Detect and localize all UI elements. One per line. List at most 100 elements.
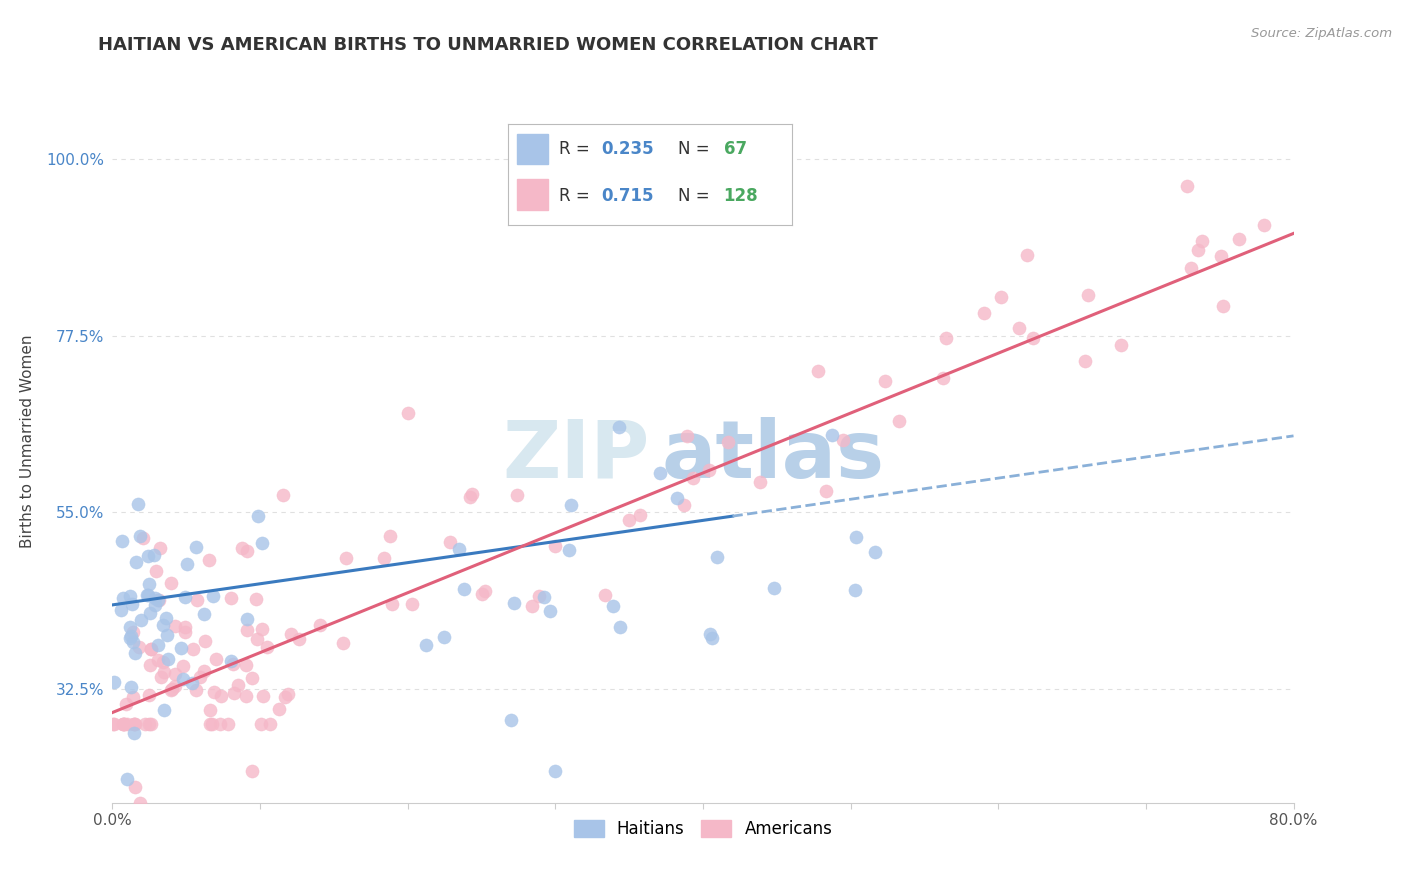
Point xyxy=(1227,232,1250,246)
Point xyxy=(125,555,148,569)
Point xyxy=(267,702,290,716)
Point xyxy=(112,591,135,606)
Point xyxy=(219,591,242,606)
Point xyxy=(544,764,567,779)
Point xyxy=(831,433,853,447)
Point xyxy=(1077,288,1099,302)
Point xyxy=(935,331,957,345)
Point xyxy=(396,406,419,420)
Point xyxy=(1074,353,1097,368)
Point xyxy=(474,584,496,599)
Point xyxy=(226,678,249,692)
Point xyxy=(138,577,160,591)
Point xyxy=(309,617,332,632)
Point xyxy=(186,592,208,607)
Point xyxy=(122,717,145,731)
Point xyxy=(287,632,309,646)
Point xyxy=(160,576,183,591)
Point xyxy=(246,632,269,646)
Point xyxy=(259,717,281,731)
Point xyxy=(280,627,302,641)
Point xyxy=(1187,243,1209,257)
Point xyxy=(103,675,125,690)
Point xyxy=(506,488,529,502)
Point xyxy=(1021,331,1043,345)
Point xyxy=(148,593,170,607)
Point xyxy=(129,529,152,543)
Point xyxy=(174,625,197,640)
Point xyxy=(250,717,273,731)
Point xyxy=(141,642,163,657)
Point xyxy=(256,640,278,655)
Point xyxy=(1175,179,1198,194)
Point xyxy=(143,599,166,613)
Point xyxy=(146,653,169,667)
Point xyxy=(121,635,143,649)
Point xyxy=(235,612,257,626)
Point xyxy=(222,657,245,671)
Point xyxy=(149,541,172,555)
Point xyxy=(236,544,259,558)
Point xyxy=(200,703,222,717)
Point xyxy=(682,471,704,485)
Point xyxy=(122,625,145,640)
Point xyxy=(609,420,631,434)
Point xyxy=(138,717,160,731)
Text: ZIP: ZIP xyxy=(502,417,650,495)
Point xyxy=(129,613,152,627)
Point xyxy=(673,498,696,512)
Point xyxy=(188,670,211,684)
Point xyxy=(115,772,138,787)
Point xyxy=(163,666,186,681)
Point xyxy=(222,685,245,699)
Point xyxy=(433,630,456,644)
Point xyxy=(163,619,186,633)
Point xyxy=(134,717,156,731)
Point xyxy=(124,646,146,660)
Point xyxy=(152,665,174,679)
Point xyxy=(274,690,297,705)
Point xyxy=(162,682,184,697)
Point xyxy=(533,590,555,604)
Point xyxy=(209,690,232,704)
Point xyxy=(120,631,142,645)
Point xyxy=(112,717,135,731)
Point xyxy=(205,651,228,665)
Point xyxy=(155,611,177,625)
Point xyxy=(121,690,143,704)
Point xyxy=(503,596,526,610)
Point xyxy=(138,607,160,621)
Point xyxy=(242,671,264,685)
Point xyxy=(821,428,844,442)
Point xyxy=(609,620,631,634)
Point xyxy=(115,697,138,711)
Point xyxy=(1211,249,1233,263)
Point xyxy=(538,604,561,618)
Point xyxy=(1015,248,1038,262)
Point xyxy=(149,670,172,684)
Point xyxy=(217,717,239,731)
Point xyxy=(120,630,142,644)
Point xyxy=(145,564,167,578)
Point xyxy=(335,551,357,566)
Point xyxy=(122,717,145,731)
Point xyxy=(201,717,224,731)
Point xyxy=(112,717,135,731)
Point xyxy=(186,541,208,555)
Point xyxy=(522,599,544,613)
Point xyxy=(558,542,581,557)
Legend: Haitians, Americans: Haitians, Americans xyxy=(567,814,839,845)
Point xyxy=(1109,338,1132,352)
Point xyxy=(111,717,134,731)
Point xyxy=(180,676,202,690)
Point xyxy=(204,685,226,699)
Point xyxy=(120,589,142,603)
Point xyxy=(699,463,721,477)
Point xyxy=(271,488,294,502)
Point xyxy=(449,541,471,556)
Point xyxy=(136,588,159,602)
Point xyxy=(807,364,830,378)
Point xyxy=(453,582,475,596)
Point xyxy=(1008,321,1031,335)
Point xyxy=(146,638,169,652)
